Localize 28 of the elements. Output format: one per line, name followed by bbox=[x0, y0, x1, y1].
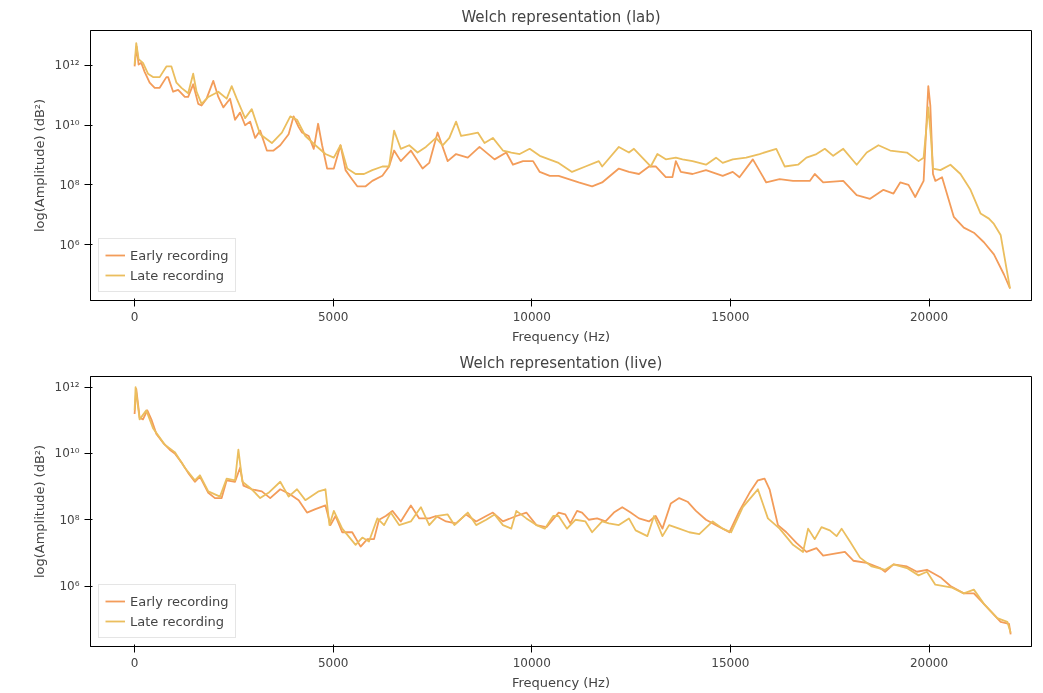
y-tick-label: 10¹² bbox=[54, 380, 80, 395]
x-tick-label: 5000 bbox=[317, 655, 349, 670]
chart-title: Welch representation (lab) bbox=[461, 7, 661, 26]
x-tick-label: 10000 bbox=[512, 655, 551, 670]
legend-label: Late recording bbox=[130, 267, 225, 283]
x-axis-title: Frequency (Hz) bbox=[511, 674, 611, 690]
x-tick-label: 0 bbox=[130, 655, 139, 670]
y-axis-title: log(Amplitude) (dB²) bbox=[31, 444, 47, 579]
x-tick-label: 5000 bbox=[317, 309, 349, 324]
y-tick-label: 10¹² bbox=[54, 58, 80, 73]
y-tick-label: 10¹⁰ bbox=[54, 446, 80, 461]
y-tick-label: 10⁶ bbox=[59, 237, 80, 252]
x-tick-label: 10000 bbox=[512, 309, 551, 324]
x-tick-label: 20000 bbox=[909, 655, 949, 670]
legend-label: Late recording bbox=[130, 613, 225, 629]
chart-title: Welch representation (live) bbox=[459, 353, 663, 372]
y-tick-label: 10⁶ bbox=[59, 579, 80, 594]
x-tick-label: 0 bbox=[130, 309, 139, 324]
y-axis-title: log(Amplitude) (dB²) bbox=[31, 98, 47, 233]
y-tick-label: 10⁸ bbox=[59, 177, 80, 192]
x-tick-label: 15000 bbox=[711, 309, 750, 324]
x-tick-label: 15000 bbox=[711, 655, 750, 670]
y-tick-label: 10⁸ bbox=[59, 512, 80, 527]
x-axis-title: Frequency (Hz) bbox=[511, 328, 611, 344]
x-tick-label: 20000 bbox=[909, 309, 949, 324]
y-tick-label: 10¹⁰ bbox=[54, 118, 80, 133]
legend-label: Early recording bbox=[130, 593, 229, 609]
legend-label: Early recording bbox=[130, 247, 229, 263]
